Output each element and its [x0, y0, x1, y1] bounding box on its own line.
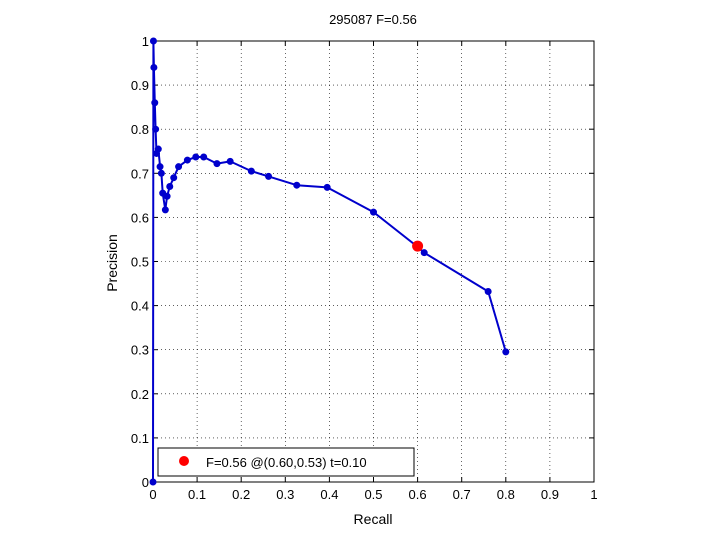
x-tick-label: 0.1 [188, 487, 206, 502]
x-axis-label: Recall [354, 511, 393, 527]
y-tick-label: 0.3 [131, 343, 149, 358]
data-point [156, 163, 164, 171]
x-tick-label: 0 [149, 487, 156, 502]
grid [153, 41, 594, 482]
data-point [192, 153, 200, 161]
data-point [200, 153, 208, 161]
x-tick-label: 0.3 [276, 487, 294, 502]
series-group [149, 37, 510, 486]
data-point [420, 249, 428, 257]
data-point [166, 183, 174, 191]
y-tick-label: 0.7 [131, 166, 149, 181]
axis-ticks: 0 0.1 0.2 0.3 0.4 0.5 0.6 0.7 0.8 0.9 1 0 0.1 0.2 0.3 0… [131, 34, 598, 502]
data-point [163, 192, 171, 200]
highlight-group [412, 240, 424, 252]
y-axis-label: Precision [104, 234, 120, 292]
data-point [247, 167, 255, 175]
data-point [370, 208, 377, 216]
y-tick-label: 0.6 [131, 210, 149, 225]
data-point [161, 206, 169, 214]
legend-text: F=0.56 @(0.60,0.53) t=0.10 [206, 455, 367, 470]
data-point [226, 157, 234, 165]
data-point [265, 172, 273, 180]
legend-box [157, 447, 415, 477]
data-point [323, 183, 331, 191]
x-tick-label: 0.7 [453, 487, 471, 502]
y-tick-label: 1 [142, 34, 149, 49]
data-point [170, 174, 178, 182]
data-point [154, 145, 162, 153]
x-tick-label: 0.4 [320, 487, 338, 502]
data-point [149, 478, 157, 486]
x-tick-label: 1 [590, 487, 597, 502]
data-point [175, 163, 183, 171]
data-point [149, 37, 157, 45]
legend-marker [179, 456, 189, 466]
y-tick-label: 0.4 [131, 299, 149, 314]
data-point [150, 63, 158, 71]
data-point [152, 125, 160, 133]
y-tick-label: 0.5 [131, 255, 149, 270]
data-point [213, 160, 221, 168]
y-tick-label: 0.2 [131, 387, 149, 402]
data-point [293, 181, 301, 189]
data-point [151, 99, 159, 107]
data-point [502, 348, 510, 356]
y-tick-label: 0.8 [131, 122, 149, 137]
legend: F=0.56 @(0.60,0.53) t=0.10 [157, 447, 415, 477]
x-tick-label: 0.8 [497, 487, 515, 502]
best-f-point [412, 240, 424, 252]
data-point [183, 156, 191, 164]
x-tick-label: 0.9 [541, 487, 559, 502]
x-tick-label: 0.2 [232, 487, 250, 502]
x-tick-label: 0.5 [364, 487, 382, 502]
y-tick-label: 0 [142, 475, 149, 490]
data-point [157, 169, 165, 177]
y-tick-label: 0.9 [131, 78, 149, 93]
y-tick-label: 0.1 [131, 431, 149, 446]
x-tick-label: 0.6 [409, 487, 427, 502]
data-point [484, 287, 492, 295]
chart-title: 295087 F=0.56 [329, 12, 417, 27]
